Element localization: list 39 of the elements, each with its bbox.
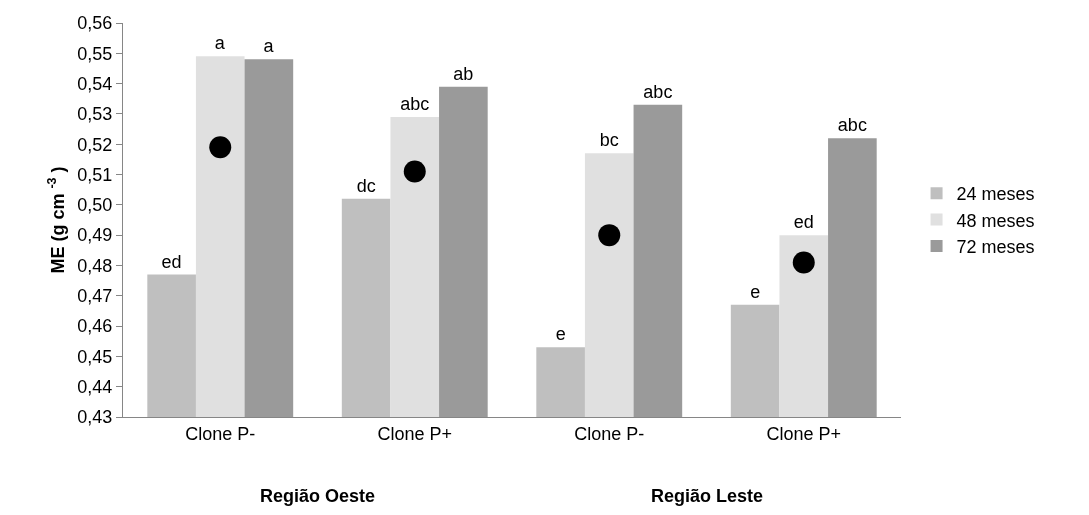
y-tick-label: 0,54 <box>77 73 113 94</box>
y-tick-label: 0,51 <box>77 164 113 185</box>
data-label: a <box>263 36 275 57</box>
y-tick-label: 0,49 <box>77 225 113 246</box>
data-label: abc <box>837 115 867 136</box>
y-tick-label: 0,53 <box>77 104 113 125</box>
x-tick-label: Clone P- <box>574 423 645 444</box>
data-label: e <box>750 281 761 302</box>
y-tick-label: 0,48 <box>77 255 113 276</box>
text: Região Leste <box>651 486 764 506</box>
data-label: abc <box>400 93 430 114</box>
point <box>792 251 815 274</box>
y-tick-label: 0,55 <box>77 43 113 64</box>
legend-label: 24 meses <box>956 184 1035 205</box>
data-label: ab <box>453 63 474 84</box>
y-tick-label: 0,45 <box>77 346 113 367</box>
x-tick-label: Clone P- <box>185 423 256 444</box>
y-tick-label: 0,52 <box>77 134 113 155</box>
x-tick-label: Clone P+ <box>766 423 842 444</box>
data-label: ed <box>793 212 814 233</box>
y-tick-label: 0,50 <box>77 195 113 216</box>
data-label: ed <box>161 251 182 272</box>
x-tick-label: Clone P+ <box>377 423 453 444</box>
point <box>209 136 232 159</box>
y-tick-label: 0,43 <box>77 407 113 428</box>
data-label: bc <box>599 130 619 151</box>
data-label: e <box>555 324 566 345</box>
y-tick-label: 0,47 <box>77 286 113 307</box>
legend-label: 72 meses <box>956 237 1035 258</box>
y-tick-label: 0,46 <box>77 316 113 337</box>
point <box>598 224 621 247</box>
data-label: dc <box>356 175 376 196</box>
point <box>403 160 426 183</box>
y-tick-label: 0,44 <box>77 376 113 397</box>
data-label: abc <box>643 81 673 102</box>
text: Região Oeste <box>260 486 376 506</box>
legend-label: 48 meses <box>956 210 1035 231</box>
data-label: a <box>214 33 226 54</box>
y-tick-label: 0,56 <box>77 13 113 34</box>
